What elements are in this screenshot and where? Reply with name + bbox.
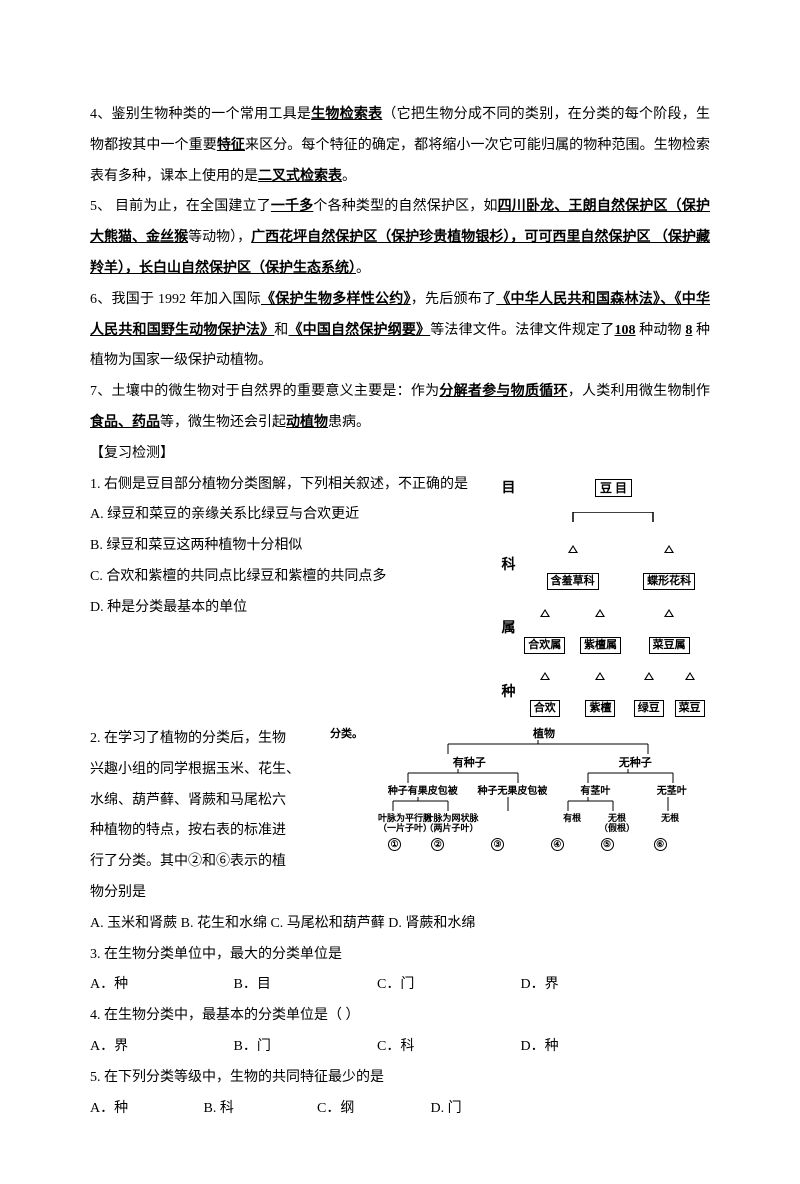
paragraph-6: 6、我国于 1992 年加入国际《保护生物多样性公约》，先后颁布了《中华人民共和… <box>90 285 710 377</box>
arrow-up-icon <box>685 672 695 680</box>
underline-term: 《保护生物多样性公约》 <box>261 292 411 307</box>
q2-options: A. 玉米和肾蕨 B. 花生和水绵 C. 马尾松和葫芦藓 D. 肾蕨和水绵 <box>90 909 710 940</box>
q5-option-d: D. 门 <box>431 1094 541 1125</box>
q3-stem: 3. 在生物分类单位中，最大的分类单位是 <box>90 940 710 971</box>
diagram-label: 分类。 <box>330 728 378 851</box>
tree-node: 紫檀属 <box>580 637 621 654</box>
text: ，先后颁布了 <box>411 292 497 307</box>
text: 种动物 <box>636 323 686 338</box>
circle-number-icon: ④ <box>551 838 564 851</box>
q5-stem: 5. 在下列分类等级中，生物的共同特征最少的是 <box>90 1063 710 1094</box>
underline-term: 分解者参与物质循环 <box>439 384 567 399</box>
arrow-up-icon <box>664 609 674 617</box>
text: ，人类利用微生物制作 <box>568 384 710 399</box>
text: 患病。 <box>328 415 370 430</box>
q3-option-b: B．目 <box>234 970 374 1001</box>
q2-line: 物分别是 <box>90 878 710 909</box>
tree-node: 豆 目 <box>595 479 632 497</box>
arrow-up-icon <box>568 545 578 553</box>
tree-node: 种子无果皮包被 <box>468 786 558 797</box>
tree-node: 有茎叶 <box>557 786 633 797</box>
question-3: 3. 在生物分类单位中，最大的分类单位是 A．种 B．目 C．门 D．界 <box>90 940 710 1002</box>
tree-level-label: 目 <box>500 474 517 505</box>
tree-node: 叶脉为平行脉 （一片子叶） <box>378 814 424 834</box>
tree-node: 菜豆属 <box>649 637 690 654</box>
q5-option-b: B. 科 <box>204 1094 314 1125</box>
document-page: 4、鉴别生物种类的一个常用工具是生物检索表（它把生物分成不同的类别，在分类的每个… <box>0 0 800 1184</box>
q4-option-a: A．界 <box>90 1032 230 1063</box>
tree-node: 含羞草科 <box>547 573 599 590</box>
tree-level-label: 种 <box>500 662 517 724</box>
tree-node: 菜豆 <box>675 700 705 717</box>
q3-option-a: A．种 <box>90 970 230 1001</box>
tree-node: 无根 <box>640 814 700 834</box>
circle-number-icon: ⑥ <box>654 838 667 851</box>
text: 。 <box>356 261 370 276</box>
text: 等，微生物还会引起 <box>160 415 286 430</box>
text: 。 <box>342 169 356 184</box>
q4-option-b: B．门 <box>234 1032 374 1063</box>
underline-term: 《中国自然保护纲要》 <box>288 323 430 338</box>
arrow-up-icon <box>540 609 550 617</box>
tree-node: 蝶形花科 <box>643 573 695 590</box>
q3-option-c: C．门 <box>377 970 517 1001</box>
tree-node: 无种子 <box>619 757 652 769</box>
q5-option-a: A．种 <box>90 1094 200 1125</box>
question-1: 目 豆 目 科 含羞草科 蝶形花科 属 合欢属 紫檀属 菜豆属 <box>90 470 710 624</box>
q2-line: 行了分类。其中②和⑥表示的植 <box>90 847 710 878</box>
question-2: 分类。 植物 有种子 无种子 种子有果皮包被 种子无果皮包被 <box>90 724 710 940</box>
q4-option-c: C．科 <box>377 1032 517 1063</box>
arrow-up-icon <box>644 672 654 680</box>
underline-term: 食品、药品 <box>90 415 160 430</box>
q4-stem: 4. 在生物分类中，最基本的分类单位是（ ） <box>90 1001 710 1032</box>
tree-node: 紫檀 <box>585 700 615 717</box>
q4-option-d: D．种 <box>521 1032 661 1063</box>
text: 5、 目前为止，在全国建立了 <box>90 199 271 214</box>
tree-node: 有种子 <box>453 757 486 769</box>
q5-option-c: C．纲 <box>317 1094 427 1125</box>
arrow-up-icon <box>664 545 674 553</box>
tree-node: 合欢 <box>530 700 560 717</box>
tree-diagram-bean: 目 豆 目 科 含羞草科 蝶形花科 属 合欢属 紫檀属 菜豆属 <box>500 474 710 724</box>
tree-node: 叶脉为网状脉 （两片子叶） <box>424 814 470 834</box>
paragraph-7: 7、土壤中的微生物对于自然界的重要意义主要是：作为分解者参与物质循环，人类利用微… <box>90 377 710 439</box>
tree-node: 合欢属 <box>524 637 565 654</box>
question-4: 4. 在生物分类中，最基本的分类单位是（ ） A．界 B．门 C．科 D．种 <box>90 1001 710 1063</box>
tree-node: 种子有果皮包被 <box>378 786 468 797</box>
text: 7、土壤中的微生物对于自然界的重要意义主要是：作为 <box>90 384 439 399</box>
text: 和 <box>274 323 288 338</box>
underline-term: 二叉式检索表 <box>258 169 342 184</box>
tree-node: 植物 <box>533 728 555 740</box>
q3-option-d: D．界 <box>521 970 661 1001</box>
underline-term: 一千多 <box>271 199 314 214</box>
tree-node: 无茎叶 <box>634 786 710 797</box>
circle-number-icon: ③ <box>491 838 504 851</box>
underline-term: 特征 <box>217 138 245 153</box>
arrow-up-icon <box>595 672 605 680</box>
tree-node: 无根 （假根） <box>594 814 640 834</box>
paragraph-4: 4、鉴别生物种类的一个常用工具是生物检索表（它把生物分成不同的类别，在分类的每个… <box>90 100 710 192</box>
tree-level-label: 属 <box>500 599 517 661</box>
text: 4、鉴别生物种类的一个常用工具是 <box>90 107 311 122</box>
text: 等动物）， <box>188 230 251 245</box>
underline-term: 生物检索表 <box>311 107 382 122</box>
tree-node: 有根 <box>551 814 594 834</box>
question-5: 5. 在下列分类等级中，生物的共同特征最少的是 A．种 B. 科 C．纲 D. … <box>90 1063 710 1125</box>
text: 个各种类型的自然保护区，如 <box>313 199 497 214</box>
underline-term: 108 <box>615 323 636 338</box>
tree-diagram-plant: 分类。 植物 有种子 无种子 种子有果皮包被 种子无果皮包被 <box>330 728 710 851</box>
circle-number-icon: ⑤ <box>601 838 614 851</box>
arrow-up-icon <box>540 672 550 680</box>
text: 等法律文件。法律文件规定了 <box>430 323 614 338</box>
paragraph-5: 5、 目前为止，在全国建立了一千多个各种类型的自然保护区，如四川卧龙、王朗自然保… <box>90 192 710 284</box>
arrow-up-icon <box>595 609 605 617</box>
review-heading: 【复习检测】 <box>90 439 710 470</box>
tree-level-label: 科 <box>500 535 517 597</box>
tree-node: 绿豆 <box>634 700 664 717</box>
underline-term: 动植物 <box>286 415 328 430</box>
text: 6、我国于 1992 年加入国际 <box>90 292 261 307</box>
circle-number-icon: ① <box>388 838 401 851</box>
circle-number-icon: ② <box>431 838 444 851</box>
